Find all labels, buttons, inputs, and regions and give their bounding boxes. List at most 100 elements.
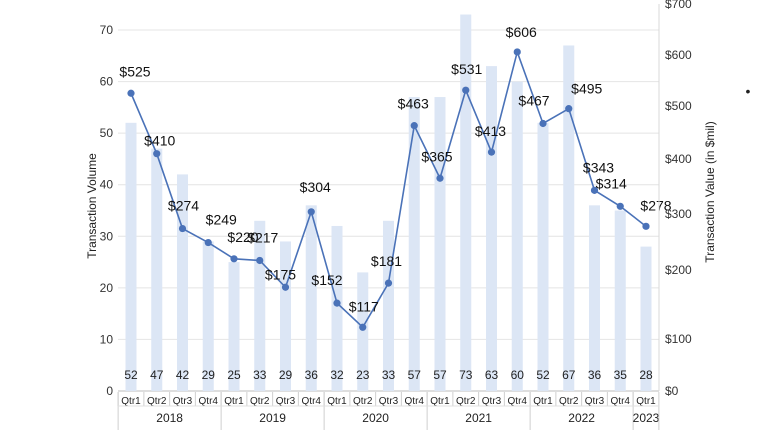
- left-tick-label: 50: [100, 126, 114, 140]
- right-tick-label: $500: [665, 99, 692, 113]
- value-point: [281, 283, 290, 291]
- volume-bar-label: 33: [253, 368, 267, 382]
- value-point: [153, 150, 161, 158]
- quarter-label: Qtr1: [224, 396, 244, 407]
- quarter-label: Qtr2: [147, 396, 167, 407]
- value-labels: $525 $410 $274 $249$220$217 $175 $304 $152 $117…: [119, 24, 671, 314]
- value-point: [642, 222, 650, 230]
- volume-bar-label: 28: [639, 368, 653, 382]
- volume-bar-label: 52: [536, 368, 550, 382]
- value-point: [513, 48, 521, 56]
- value-point: [616, 202, 624, 210]
- value-line-series: [127, 48, 650, 331]
- value-label: $220: [227, 229, 258, 245]
- volume-bar-label: 33: [382, 368, 396, 382]
- quarter-label: Qtr2: [456, 396, 476, 407]
- value-label: $467: [518, 92, 549, 108]
- volume-bar: [305, 205, 317, 391]
- volume-bar-label: 23: [356, 368, 370, 382]
- volume-bar: [202, 241, 214, 391]
- quarter-label: Qtr3: [276, 396, 296, 407]
- volume-bar: [640, 246, 652, 391]
- quarter-label: Qtr4: [199, 396, 219, 407]
- quarter-label: Qtr1: [636, 396, 656, 407]
- volume-bar-label: 73: [459, 368, 473, 382]
- year-label: 2019: [259, 411, 286, 425]
- left-tick-label: 0: [106, 384, 113, 398]
- side-marker: •: [746, 83, 751, 99]
- volume-bar-label: 42: [176, 368, 190, 382]
- value-point: [410, 122, 418, 130]
- quarter-label: Qtr3: [379, 396, 399, 407]
- value-point: [359, 323, 367, 331]
- year-label: 2023: [633, 411, 660, 425]
- quarter-label: Qtr1: [533, 396, 553, 407]
- value-label: $365: [421, 148, 452, 164]
- right-tick-label: $300: [665, 207, 692, 221]
- value-point: [384, 279, 393, 287]
- year-label: 2022: [568, 411, 595, 425]
- value-label: $463: [398, 96, 429, 112]
- volume-bar-label: 32: [330, 368, 344, 382]
- quarter-label: Qtr2: [250, 396, 270, 407]
- volume-bar: [357, 272, 369, 391]
- value-label: $495: [571, 81, 602, 97]
- value-point: [487, 148, 496, 156]
- volume-bar-label: 36: [588, 368, 602, 382]
- quarter-label: Qtr3: [173, 396, 193, 407]
- value-point: [178, 224, 187, 233]
- volume-bar: [486, 66, 497, 391]
- value-point: [256, 256, 264, 265]
- right-tick-label: $700: [665, 0, 692, 11]
- volume-bar: [563, 45, 575, 391]
- volume-bar: [383, 220, 394, 391]
- volume-bar: [228, 262, 240, 391]
- value-label: $606: [506, 24, 537, 40]
- value-label: $117: [349, 298, 379, 314]
- volume-bar: [614, 210, 626, 391]
- right-tick-label: $400: [665, 152, 692, 166]
- left-tick-label: 10: [100, 332, 114, 346]
- right-tick-label: $100: [665, 332, 692, 346]
- right-tick-label: $0: [665, 384, 679, 398]
- left-tick-label: 30: [100, 229, 114, 243]
- value-label: $314: [596, 175, 627, 191]
- x-axis: Qtr1 Qtr2 Qtr3 Qtr4 Qtr1 Qtr2 Qtr3 Qtr4 Qtr1 Qtr2…: [117, 392, 660, 430]
- value-label: $531: [451, 61, 482, 77]
- quarter-label: Qtr4: [302, 396, 322, 407]
- value-label: $181: [371, 253, 402, 269]
- volume-bar-label: 47: [150, 368, 164, 382]
- year-label: 2020: [362, 411, 389, 425]
- volume-bar-label: 57: [433, 368, 447, 382]
- left-axis-title: Transaction Volume: [85, 153, 99, 259]
- quarter-label: Qtr1: [121, 396, 141, 407]
- value-point: [230, 255, 238, 263]
- value-point: [539, 119, 547, 128]
- quarter-label: Qtr1: [430, 396, 450, 407]
- volume-bar: [511, 81, 523, 392]
- value-label: $152: [311, 272, 342, 288]
- value-label: $249: [206, 212, 237, 228]
- value-label: $413: [475, 123, 506, 139]
- quarter-label: Qtr4: [611, 396, 631, 407]
- value-label: $304: [300, 179, 331, 195]
- quarter-label: Qtr4: [508, 396, 528, 407]
- left-tick-label: 20: [100, 281, 114, 295]
- value-point: [590, 186, 599, 194]
- volume-bar: [254, 220, 266, 391]
- volume-bar-label: 36: [305, 368, 319, 382]
- volume-bar-label: 57: [408, 368, 422, 382]
- quarter-label: Qtr2: [559, 396, 579, 407]
- volume-bar-label: 25: [227, 368, 241, 382]
- value-label: $217: [247, 229, 278, 245]
- volume-bar-label: 60: [511, 368, 525, 382]
- left-tick-label: 70: [100, 23, 114, 37]
- value-point: [436, 174, 444, 182]
- volume-bar: [125, 122, 137, 391]
- quarter-label: Qtr4: [405, 396, 425, 407]
- volume-bar: [537, 122, 549, 391]
- volume-bar-label: 29: [279, 368, 293, 382]
- volume-bar-label: 52: [124, 368, 138, 382]
- value-point: [333, 299, 341, 307]
- right-axis: $0 $100 $200 $300 $400 $500 $600 $700: [658, 0, 692, 398]
